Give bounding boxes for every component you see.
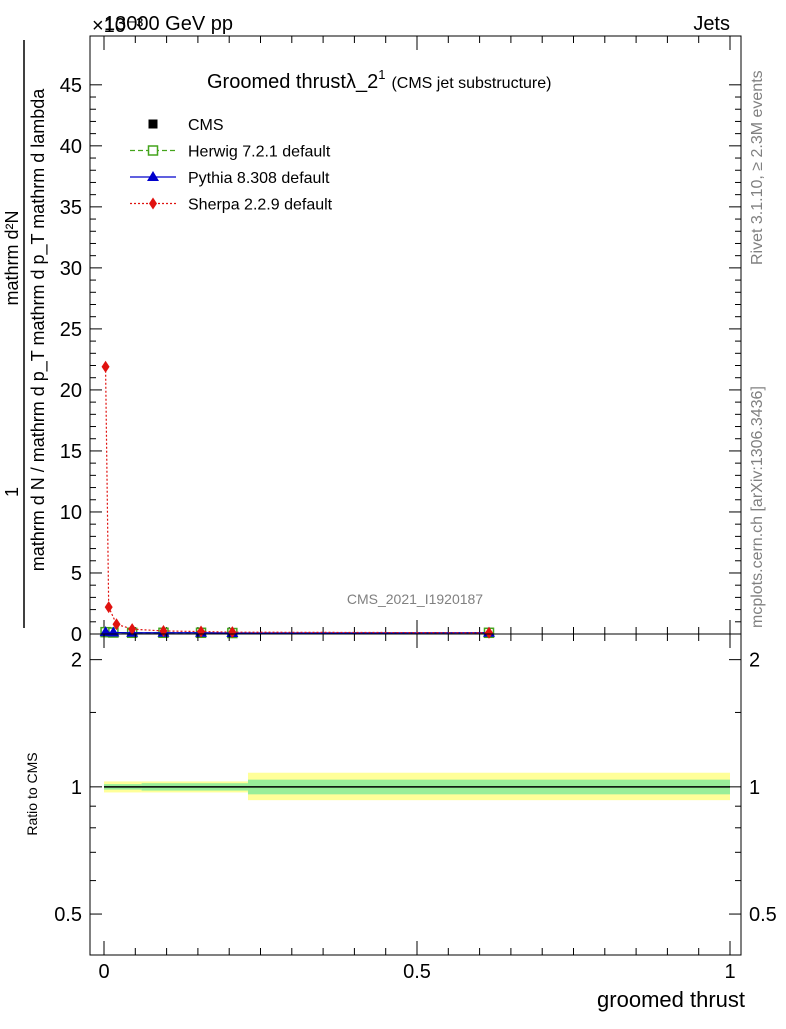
y-tick-label: 35: [60, 197, 82, 219]
main-y-ticks: 0 5 10 15 20 25 30 35 40 45: [60, 75, 741, 646]
x-axis-label: groomed thrust: [597, 987, 745, 1012]
y-tick-label: 5: [71, 563, 82, 585]
y-label-prefix: 1: [2, 487, 22, 497]
y-label-denominator: mathrm d N / mathrm d p_T mathrm d p_T m…: [28, 88, 49, 571]
chart-title: Groomed thrustλ_21 (CMS jet substructure): [207, 67, 551, 93]
x-tick-label: 1: [724, 961, 735, 983]
y-tick-label: 0: [71, 624, 82, 646]
sherpa-point: [197, 625, 206, 638]
legend-marker-pythia: [147, 171, 159, 181]
sherpa-point: [484, 626, 493, 639]
header-right-label: Jets: [693, 13, 730, 35]
analysis-id: CMS_2021_I1920187: [347, 591, 483, 607]
main-panel: 0 5 10 15 20 25 30 35 40 45 Groomed thrustλ_21 (CM…: [60, 35, 742, 646]
ratio-y-tick-label-right: 1: [749, 777, 760, 799]
ratio-y-ticks: 0.5 0.5 1 1 2 2: [54, 650, 777, 926]
y-tick-label: 10: [60, 502, 82, 524]
ratio-y-tick-label: 0.5: [54, 904, 82, 926]
ratio-x-ticks: 0 0.5 1: [98, 634, 736, 983]
exponent-label: ×10⁻³: [92, 15, 143, 37]
legend-marker-sherpa: [149, 197, 157, 210]
legend-marker-herwig: [147, 145, 159, 156]
ratio-frame: [89, 633, 742, 956]
y-tick-label: 45: [60, 75, 82, 97]
sherpa-point: [101, 360, 110, 373]
legend-label-pythia: Pythia 8.308 default: [188, 170, 330, 187]
mcplots-label: mcplots.cern.ch [arXiv:1306.3436]: [749, 386, 766, 628]
y-tick-label: 30: [60, 258, 82, 280]
rivet-label: Rivet 3.1.10, ≥ 2.3M events: [749, 70, 766, 265]
chart-title-suffix: (CMS jet substructure): [391, 75, 551, 92]
ratio-y-tick-label: 1: [71, 777, 82, 799]
chart-title-main: Groomed thrustλ_2: [207, 71, 378, 93]
sherpa-point: [104, 601, 113, 614]
main-y-axis-label: mathrm d²N mathrm d N / mathrm d p_T mat…: [2, 40, 49, 628]
x-tick-label: 0: [98, 961, 109, 983]
ratio-y-tick-label-right: 0.5: [749, 904, 777, 926]
x-tick-label: 0.5: [403, 961, 431, 983]
ratio-y-tick-label: 2: [71, 650, 82, 672]
sherpa-point: [128, 623, 137, 636]
legend-label-sherpa: Sherpa 2.2.9 default: [188, 197, 333, 214]
sherpa-point: [228, 626, 237, 639]
chart-title-sup: 1: [378, 67, 385, 82]
y-tick-label: 15: [60, 441, 82, 463]
legend-label-herwig: Herwig 7.2.1 default: [188, 144, 331, 161]
sherpa-point: [112, 618, 121, 631]
main-series: [99, 360, 495, 639]
y-tick-label: 40: [60, 136, 82, 158]
y-tick-label: 25: [60, 319, 82, 341]
ratio-y-tick-label-right: 2: [749, 650, 760, 672]
legend: CMS Herwig 7.2.1 default Pythia 8.308 defa…: [130, 117, 333, 214]
legend-label-cms: CMS: [188, 117, 224, 134]
header-left-label: 13000 GeV pp: [104, 13, 233, 35]
y-tick-label: 20: [60, 380, 82, 402]
legend-marker-cms: [148, 119, 158, 129]
ratio-y-label: Ratio to CMS: [24, 752, 40, 835]
ratio-panel: 0.5 0.51 12 2 0 0.5 1 Ratio to CMS groomed th…: [24, 633, 777, 1012]
y-label-numerator: mathrm d²N: [2, 210, 22, 305]
